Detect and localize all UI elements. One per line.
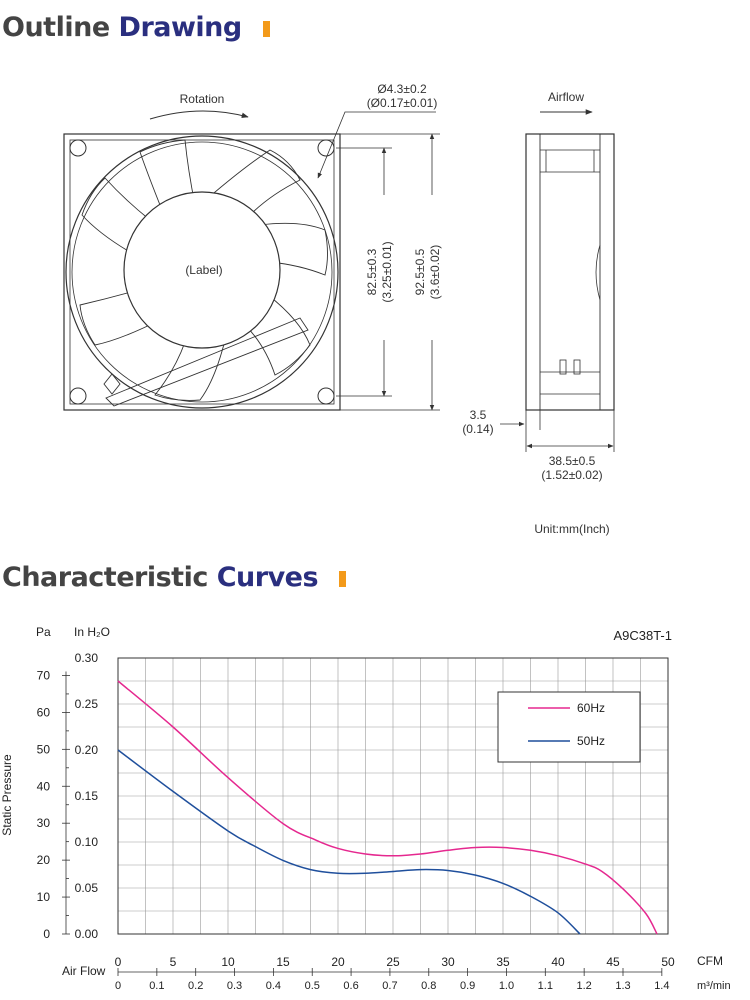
- frame-size-dimension: [340, 133, 440, 411]
- x-tick-label-m3min: 0.1: [149, 980, 164, 992]
- y-tick-label-inh2o: 0.20: [75, 743, 99, 757]
- x-tick-label-cfm: 15: [276, 955, 290, 969]
- fan-side-view: [525, 133, 615, 411]
- rotation-label: Rotation: [180, 92, 225, 106]
- mounting-hole: [69, 387, 87, 405]
- x-tick-label-cfm: 35: [496, 955, 510, 969]
- curves-title-word2: Curves: [216, 562, 319, 593]
- depth-in: (1.52±0.02): [541, 468, 602, 482]
- x-tick-label-cfm: 30: [441, 955, 455, 969]
- y-tick-label-inh2o: 0.10: [75, 835, 99, 849]
- legend-label-60hz: 60Hz: [577, 701, 605, 715]
- hole-diameter-mm: Ø4.3±0.2: [377, 82, 427, 96]
- curves-title-word1: Characteristic: [2, 562, 208, 593]
- outline-title-word1: Outline: [2, 12, 110, 43]
- y-tick-label-pa: 70: [37, 668, 51, 682]
- y-tick-label-pa: 40: [37, 779, 51, 793]
- hole-spacing-mm: 82.5±0.3: [365, 248, 379, 295]
- x-tick-label-cfm: 10: [221, 955, 235, 969]
- y-unit-inh2o: In H₂O: [74, 625, 110, 639]
- x-tick-label-m3min: 0.9: [460, 980, 475, 992]
- series-line-50hz: [117, 749, 581, 935]
- y-tick-label-pa: 30: [37, 816, 51, 830]
- x-tick-label-m3min: 0.3: [227, 980, 242, 992]
- x-tick-label-m3min: 0.6: [343, 980, 358, 992]
- chart-model-label: A9C38T-1: [613, 628, 672, 643]
- hole-spacing-dimension: [336, 147, 392, 397]
- y-tick-label-pa: 10: [37, 890, 51, 904]
- y-tick-label-pa: 20: [37, 853, 51, 867]
- x-tick-label-cfm: 45: [606, 955, 620, 969]
- depth-dimension: [526, 410, 615, 452]
- x-axis-label: Air Flow: [62, 964, 106, 978]
- outline-title-word2: Drawing: [118, 12, 243, 43]
- y-unit-pa: Pa: [36, 625, 51, 639]
- outline-drawing: Rotation (Label) Ø4.3±0.2 (Ø0.17±0.01): [63, 82, 615, 536]
- legend-box: [497, 691, 641, 763]
- hole-leader-line: [317, 111, 436, 179]
- y-tick-label-inh2o: 0.15: [75, 789, 99, 803]
- flange-dimension: [500, 410, 541, 452]
- x-unit-m3min: m³/min: [697, 980, 731, 992]
- x-unit-cfm: CFM: [697, 954, 723, 968]
- mounting-hole: [69, 139, 87, 157]
- y-tick-label-inh2o: 0.30: [75, 651, 99, 665]
- hole-diameter-in: (Ø0.17±0.01): [367, 96, 438, 110]
- y-axis-label: Static Pressure: [0, 754, 14, 836]
- title-marker-icon: [262, 20, 270, 37]
- rotation-arrow-icon: [149, 110, 249, 120]
- flange-in: (0.14): [462, 422, 493, 436]
- legend-label-50hz: 50Hz: [577, 734, 605, 748]
- x-tick-label-m3min: 1.1: [538, 980, 553, 992]
- mounting-hole: [317, 139, 335, 157]
- x-tick-label-m3min: 1.0: [499, 980, 514, 992]
- legend: 60Hz 50Hz: [497, 691, 641, 763]
- x-tick-label-m3min: 0.8: [421, 980, 436, 992]
- series-line-60hz: [117, 680, 658, 935]
- x-tick-label-m3min: 1.2: [577, 980, 592, 992]
- x-tick-label-cfm: 5: [170, 955, 177, 969]
- y-tick-label-pa: 50: [37, 742, 51, 756]
- hole-spacing-in: (3.25±0.01): [380, 241, 394, 302]
- y-tick-label-inh2o: 0.05: [75, 881, 99, 895]
- x-tick-label-cfm: 25: [386, 955, 400, 969]
- fan-front-view: [63, 133, 341, 411]
- label-placeholder-text: (Label): [185, 263, 222, 277]
- mounting-hole: [317, 387, 335, 405]
- x-tick-label-cfm: 40: [551, 955, 565, 969]
- x-tick-label-cfm: 0: [115, 955, 122, 969]
- x-tick-label-m3min: 0: [115, 980, 121, 992]
- y-tick-label-pa: 0: [43, 927, 50, 941]
- frame-size-mm: 92.5±0.5: [413, 248, 427, 295]
- y-tick-label-pa: 60: [37, 705, 51, 719]
- x-tick-label-m3min: 1.3: [615, 980, 630, 992]
- airflow-label: Airflow: [548, 90, 584, 104]
- x-tick-label-m3min: 1.4: [654, 980, 669, 992]
- y-tick-label-inh2o: 0.25: [75, 697, 99, 711]
- x-tick-label-m3min: 0.5: [305, 980, 320, 992]
- flange-mm: 3.5: [470, 408, 487, 422]
- characteristic-curves-title: Characteristic Curves: [2, 562, 346, 593]
- title-marker-icon: [338, 570, 346, 587]
- x-tick-label-cfm: 20: [331, 955, 345, 969]
- depth-mm: 38.5±0.5: [549, 454, 596, 468]
- x-tick-label-m3min: 0.4: [266, 980, 281, 992]
- unit-note: Unit:mm(Inch): [534, 522, 609, 536]
- frame-size-in: (3.6±0.02): [428, 245, 442, 300]
- x-tick-label-m3min: 0.7: [382, 980, 397, 992]
- outline-drawing-title: Outline Drawing: [2, 12, 270, 43]
- x-tick-label-cfm: 50: [661, 955, 675, 969]
- x-tick-label-m3min: 0.2: [188, 980, 203, 992]
- pq-curve-chart: A9C38T-1 Pa In H₂O Static Pressure Air F…: [0, 625, 731, 992]
- y-tick-label-inh2o: 0.00: [75, 927, 99, 941]
- plot-frame: [117, 657, 669, 935]
